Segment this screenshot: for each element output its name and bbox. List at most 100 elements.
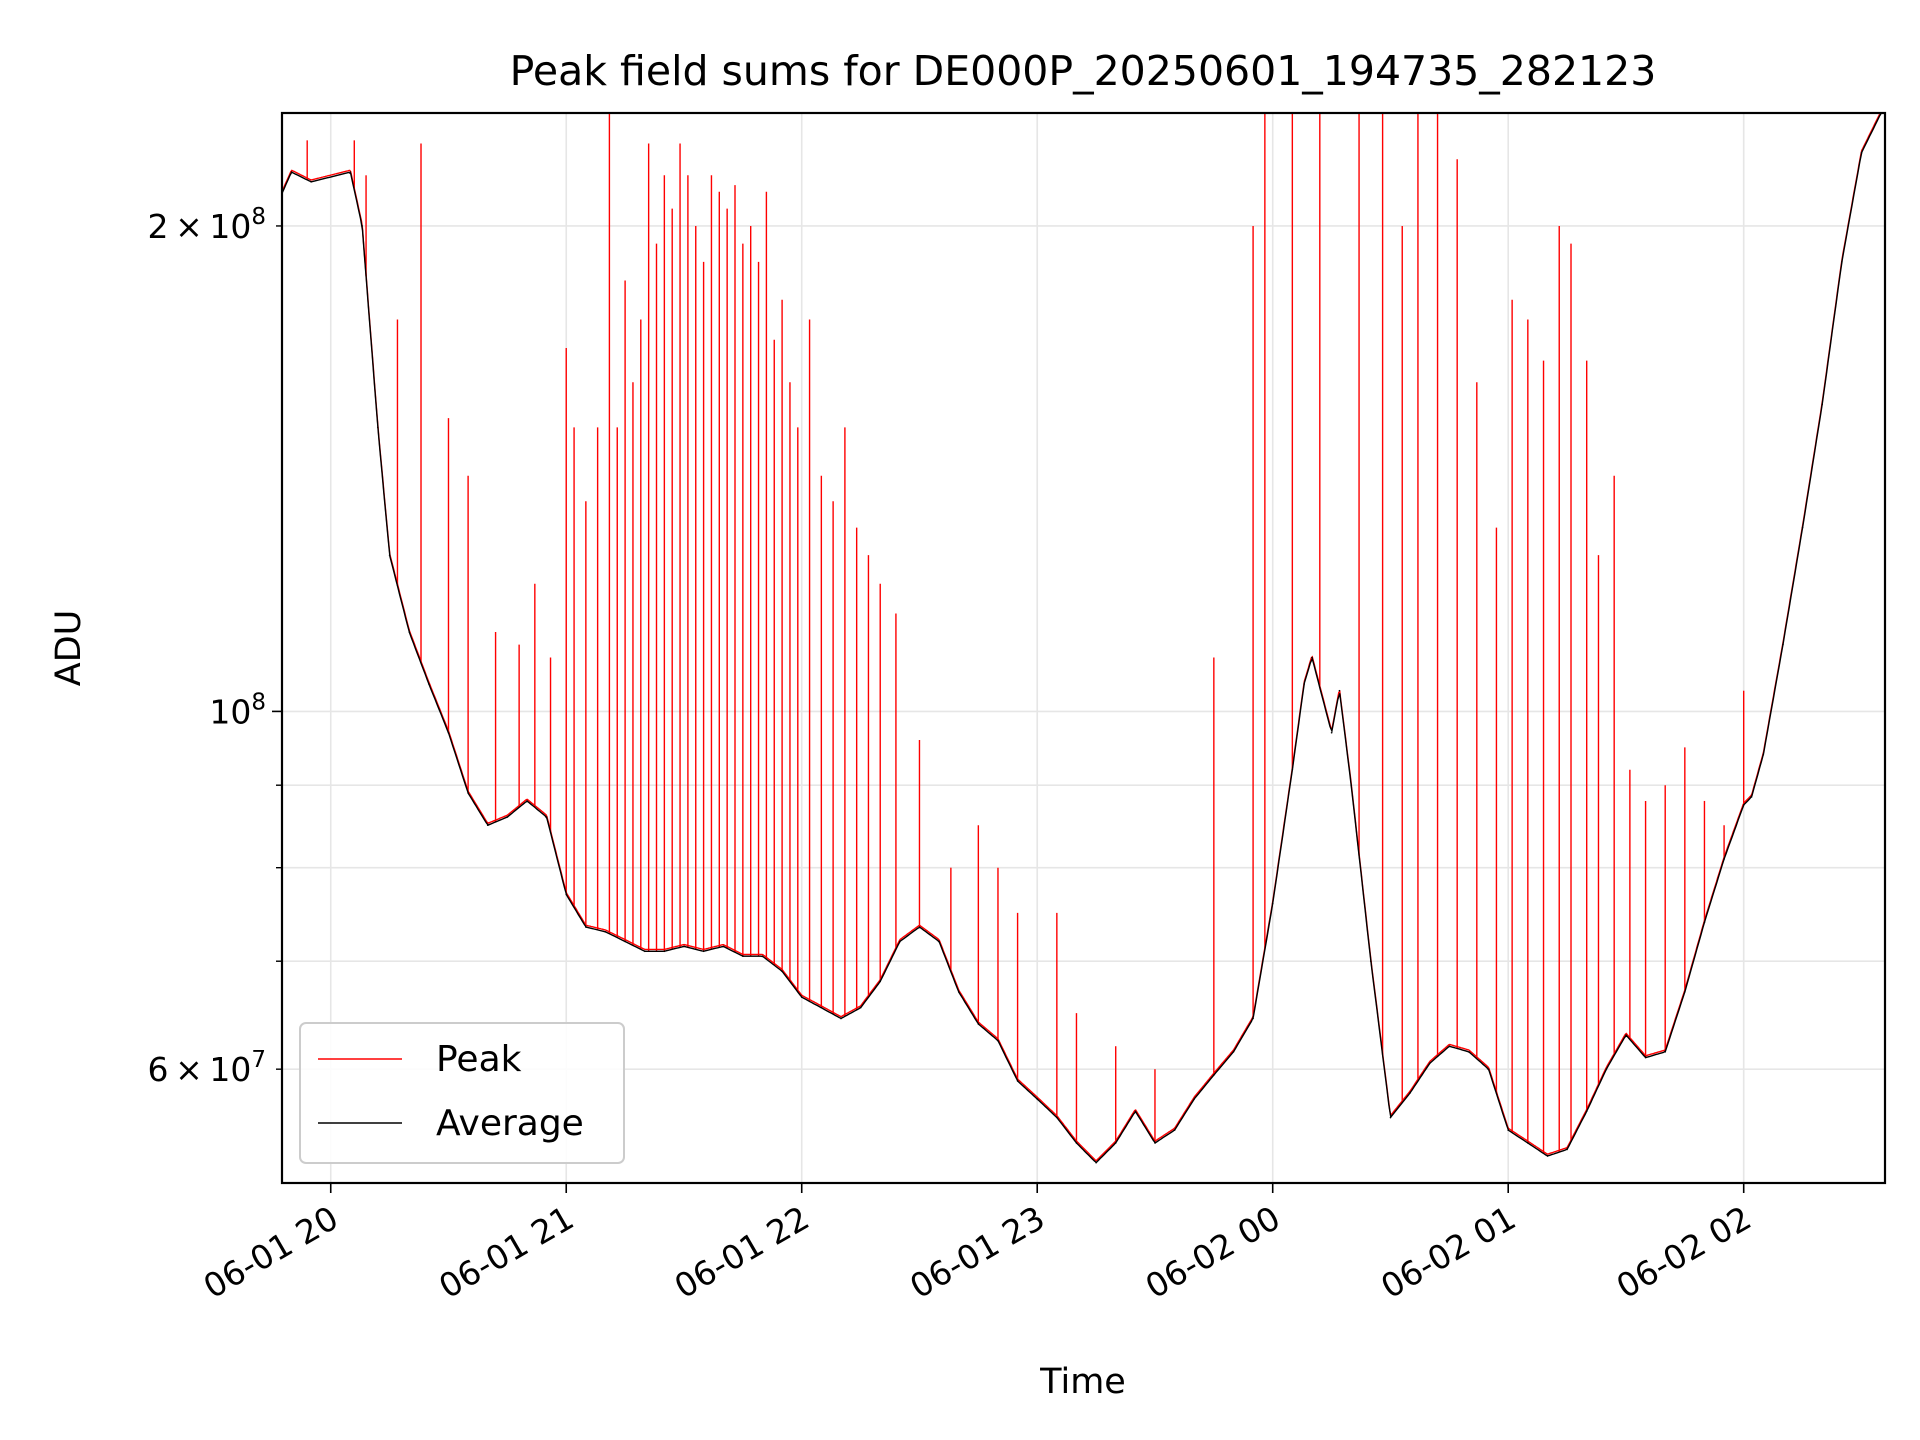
average-point — [1664, 1051, 1667, 1053]
average-point — [1389, 1116, 1392, 1119]
legend: Peak Average — [299, 1022, 625, 1164]
average-point — [918, 926, 921, 928]
average-point — [349, 171, 352, 173]
average-point — [486, 824, 489, 827]
average-point — [1841, 261, 1843, 263]
peak-series — [282, 113, 1881, 1162]
average-series — [282, 113, 1884, 1164]
average-point — [643, 950, 646, 953]
plot-frame — [280, 111, 1887, 1185]
average-point — [1303, 683, 1305, 685]
average-point — [663, 950, 666, 953]
average-point — [781, 970, 783, 973]
average-point — [565, 893, 568, 896]
average-point — [447, 731, 450, 734]
average-point — [1546, 1155, 1549, 1157]
average-point — [1428, 1062, 1431, 1065]
average-point — [624, 940, 626, 943]
legend-peak-label: Peak — [436, 1039, 522, 1080]
average-point — [1625, 1034, 1627, 1036]
average-point — [702, 950, 705, 953]
average-point — [1350, 784, 1353, 786]
average-point — [977, 1023, 980, 1025]
average-point — [820, 1006, 823, 1009]
average-point — [1782, 643, 1784, 646]
legend-box — [299, 1022, 625, 1164]
average-point — [1801, 526, 1804, 529]
average-point — [1056, 1116, 1058, 1119]
average-point — [467, 792, 469, 794]
average-point — [1370, 960, 1372, 963]
y-tick-label: 108 — [209, 689, 266, 731]
average-point — [761, 955, 764, 958]
average-point — [899, 940, 901, 943]
average-point — [1271, 902, 1274, 905]
legend-average-label: Average — [436, 1103, 584, 1144]
average-point — [1213, 1074, 1215, 1076]
average-point — [1173, 1129, 1176, 1131]
average-point — [290, 171, 293, 173]
y-axis-title: ADU — [49, 610, 89, 687]
average-point — [526, 800, 528, 802]
average-point — [1821, 403, 1824, 406]
average-point — [1507, 1129, 1510, 1131]
average-point — [1742, 804, 1745, 806]
average-point — [1016, 1080, 1019, 1082]
average-point — [1134, 1110, 1137, 1113]
average-point — [1291, 769, 1294, 771]
y-tick-label: 6 × 107 — [148, 1047, 266, 1089]
average-point — [1095, 1161, 1097, 1164]
x-axis-title: Time — [1039, 1362, 1126, 1402]
average-point — [1338, 689, 1341, 692]
plot-area — [282, 113, 1884, 1164]
average-point — [800, 996, 803, 998]
average-point — [1860, 152, 1863, 154]
average-point — [428, 683, 430, 685]
average-point — [545, 816, 548, 818]
average-point — [742, 955, 744, 958]
y-tick-label: 2 × 108 — [148, 204, 266, 246]
average-point — [683, 945, 685, 948]
average-point — [1527, 1142, 1529, 1144]
average-point — [1448, 1045, 1451, 1048]
average-point — [1723, 858, 1725, 860]
average-point — [1409, 1092, 1411, 1094]
average-point — [1487, 1068, 1490, 1070]
average-point — [997, 1039, 999, 1042]
average-point — [310, 181, 312, 183]
average-point — [859, 1006, 862, 1009]
chart-title: Peak field sums for DE000P_20250601_1947… — [510, 47, 1657, 95]
average-point — [1566, 1148, 1568, 1151]
average-point — [377, 426, 379, 429]
average-point — [1036, 1098, 1039, 1100]
average-point — [1644, 1056, 1647, 1059]
average-point — [1684, 991, 1686, 993]
average-point — [1311, 656, 1313, 659]
average-point — [1703, 921, 1706, 924]
average-point — [1075, 1142, 1078, 1144]
average-point — [722, 945, 725, 948]
average-line — [282, 113, 1884, 1164]
average-point — [506, 816, 509, 818]
average-point — [1154, 1142, 1156, 1144]
average-point — [879, 980, 882, 983]
average-point — [840, 1017, 842, 1020]
average-point — [388, 554, 391, 556]
average-point — [604, 931, 607, 933]
average-point — [1232, 1051, 1235, 1053]
average-point — [1193, 1098, 1196, 1100]
average-point — [1762, 753, 1765, 756]
average-point — [938, 940, 940, 943]
average-point — [1252, 1017, 1254, 1020]
average-point — [585, 926, 587, 928]
average-point — [1114, 1142, 1117, 1144]
average-point — [1750, 796, 1753, 798]
average-point — [1468, 1051, 1470, 1053]
average-point — [1330, 731, 1333, 734]
average-point — [361, 225, 363, 227]
y-axis: 108 2 × 108 6 × 107 — [148, 204, 282, 1089]
average-point — [1605, 1068, 1608, 1070]
average-point — [957, 991, 960, 993]
